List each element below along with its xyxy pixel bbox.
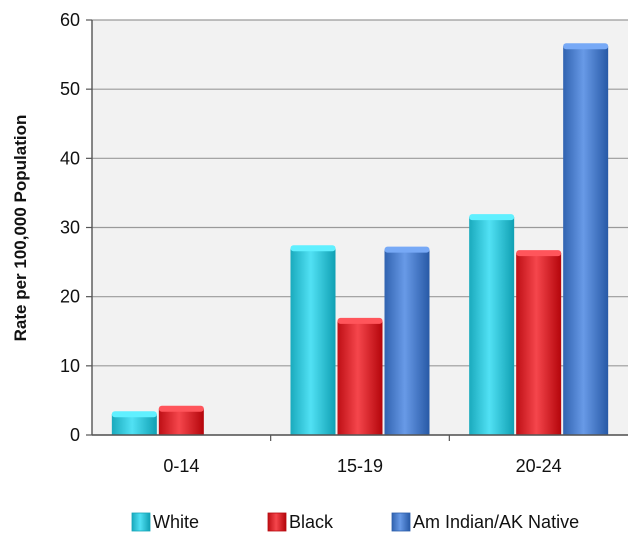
axes <box>86 19 628 441</box>
bar-top <box>337 317 383 324</box>
y-tick-labels: 0 10 20 30 40 50 60 <box>60 10 80 445</box>
bar-top <box>384 246 430 253</box>
y-tick-label: 0 <box>70 425 80 445</box>
legend-label: Am Indian/AK Native <box>413 512 579 532</box>
y-tick-label: 60 <box>60 10 80 30</box>
bar-top <box>516 250 562 257</box>
legend-label: White <box>153 512 199 532</box>
bar <box>337 320 383 435</box>
legend-swatch <box>131 512 151 532</box>
bar-black-20-24 <box>516 250 562 435</box>
x-tick-label: 20-24 <box>516 456 562 476</box>
bar <box>469 217 515 435</box>
legend-swatch <box>267 512 287 532</box>
legend-item-am-indian-ak-native: Am Indian/AK Native <box>391 512 579 532</box>
legend-item-black: Black <box>267 512 334 532</box>
bar <box>384 249 430 435</box>
bar-am-indian-ak-native-15-19 <box>384 246 430 435</box>
bar-top <box>469 214 515 221</box>
bar <box>563 46 609 436</box>
bar <box>290 248 336 435</box>
x-tick-label: 15-19 <box>337 456 383 476</box>
bar-top <box>111 411 157 418</box>
bar-white-20-24 <box>469 214 515 435</box>
bar <box>516 253 562 435</box>
bar-black-0-14 <box>158 405 204 435</box>
bar <box>111 414 157 435</box>
bar-white-15-19 <box>290 245 336 435</box>
bars <box>111 43 609 436</box>
y-axis-label: Rate per 100,000 Population <box>11 115 30 342</box>
legend-label: Black <box>289 512 334 532</box>
bar-top <box>290 245 336 252</box>
legend-item-white: White <box>131 512 199 532</box>
x-tick-label: 0-14 <box>163 456 199 476</box>
y-tick-label: 30 <box>60 218 80 238</box>
bar-top <box>563 43 609 50</box>
bar-black-15-19 <box>337 317 383 435</box>
y-tick-label: 20 <box>60 287 80 307</box>
bar-am-indian-ak-native-20-24 <box>563 43 609 436</box>
y-tick-label: 10 <box>60 356 80 376</box>
y-tick-label: 50 <box>60 79 80 99</box>
bar <box>158 408 204 435</box>
bar-top <box>158 405 204 412</box>
legend: White Black Am Indian/AK Native <box>131 512 579 532</box>
bar-white-0-14 <box>111 411 157 435</box>
y-tick-label: 40 <box>60 148 80 168</box>
legend-swatch <box>391 512 411 532</box>
x-tick-labels: 0-14 15-19 20-24 <box>163 456 561 476</box>
